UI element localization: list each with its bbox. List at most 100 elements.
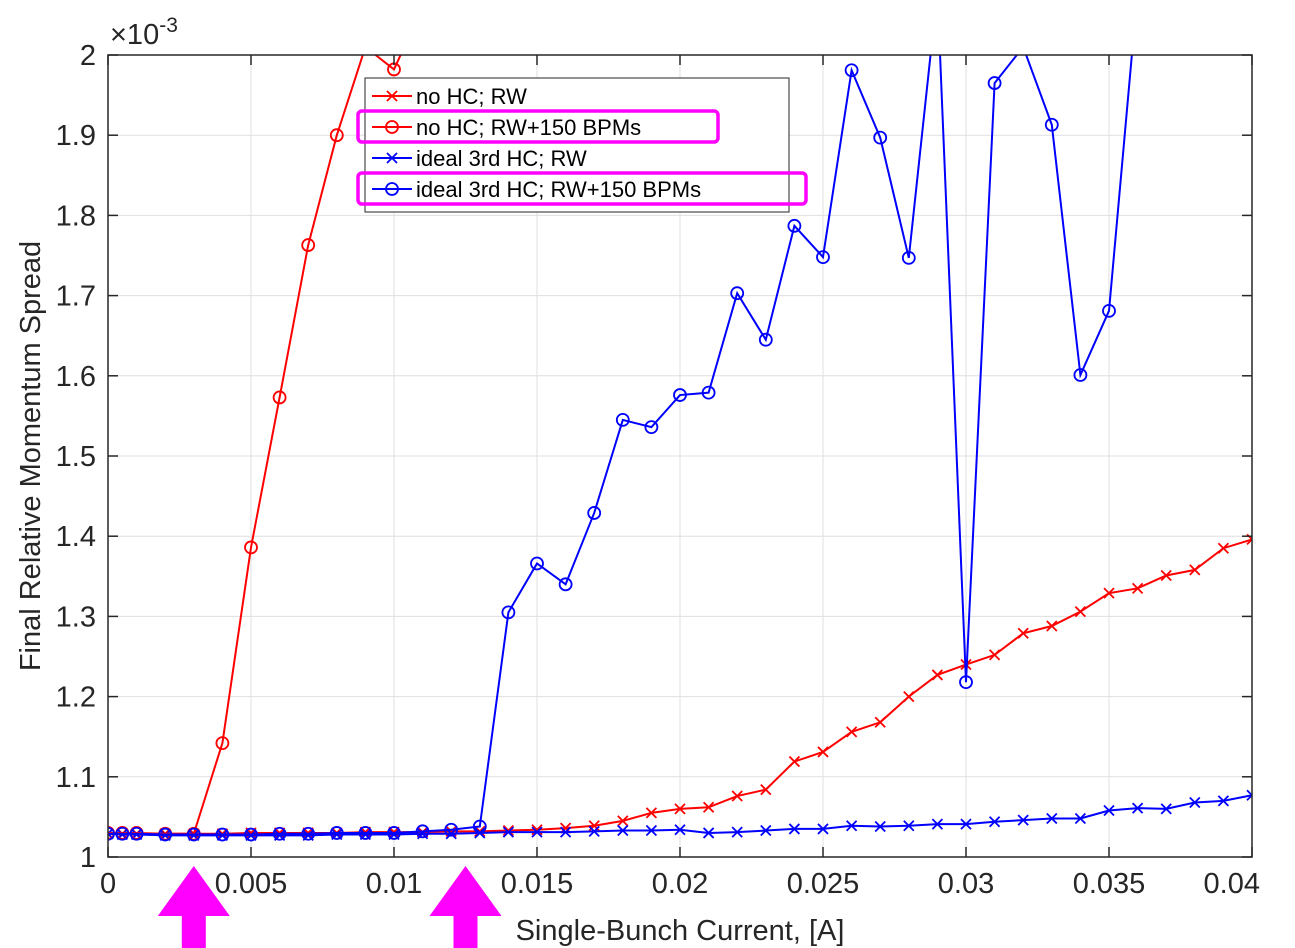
marker-stroke — [474, 825, 486, 837]
y-axis-label: Final Relative Momentum Spread — [15, 241, 47, 671]
marker-stroke — [445, 828, 457, 840]
data-point — [385, 120, 399, 134]
data-point — [1103, 804, 1115, 817]
y-tick-label: 1.4 — [56, 521, 96, 553]
data-point — [1074, 605, 1087, 618]
annotations — [157, 866, 502, 948]
marker-stroke — [1074, 605, 1087, 618]
data-point — [931, 669, 944, 681]
y-tick-label: 1.3 — [56, 601, 96, 633]
y-tick-label: 1.1 — [56, 762, 96, 794]
data-point — [901, 251, 916, 265]
marker-stroke — [1046, 620, 1058, 632]
marker-stroke — [845, 726, 858, 738]
marker-stroke — [931, 669, 944, 681]
data-point — [301, 238, 316, 252]
y-tick-label: 2 — [80, 40, 96, 72]
legend-label: no HC; RW+150 BPMs — [416, 115, 641, 140]
arrow-shape — [157, 866, 230, 948]
highlight-arrow — [157, 866, 230, 948]
data-point — [358, 826, 373, 840]
marker-stroke — [960, 818, 972, 830]
data-point — [702, 801, 715, 813]
data-point — [730, 286, 745, 301]
series-2 — [108, 789, 1252, 841]
data-point — [415, 824, 430, 839]
marker-stroke — [531, 826, 543, 838]
marker-stroke — [617, 815, 629, 827]
data-point — [472, 819, 487, 834]
data-point — [931, 818, 944, 830]
data-point — [244, 827, 258, 842]
marker-stroke — [760, 824, 772, 837]
y-tick-label: 1.5 — [56, 441, 96, 473]
data-point — [530, 556, 544, 571]
marker-stroke — [874, 820, 886, 833]
legend-highlight-box — [356, 109, 720, 144]
data-point — [1017, 627, 1029, 639]
legend-label: ideal 3rd HC; RW — [416, 146, 587, 171]
data-point — [903, 690, 915, 703]
series-3 — [108, 55, 1133, 842]
data-point — [617, 824, 629, 837]
series-line — [108, 55, 1133, 836]
marker-stroke — [559, 826, 572, 838]
data-point — [844, 63, 859, 78]
y-tick-label: 1.6 — [56, 361, 96, 393]
x-tick-label: 0.04 — [1204, 868, 1260, 900]
data-point — [760, 783, 772, 796]
data-point — [385, 182, 399, 196]
data-point — [874, 820, 886, 833]
marker-stroke — [817, 823, 829, 835]
data-point — [215, 827, 230, 842]
data-point — [787, 218, 802, 233]
data-point — [359, 41, 371, 53]
marker-stroke — [788, 823, 801, 835]
data-point — [959, 675, 973, 690]
marker-stroke — [674, 803, 686, 815]
data-point — [1103, 587, 1115, 599]
data-point — [816, 250, 830, 265]
data-point — [158, 827, 173, 842]
data-point — [588, 825, 600, 837]
data-point — [1046, 812, 1058, 825]
data-point — [1217, 542, 1230, 554]
marker-stroke — [502, 826, 515, 838]
data-point — [1160, 569, 1172, 582]
data-point — [615, 413, 630, 427]
data-point — [558, 577, 573, 592]
legend-highlight-box — [356, 171, 808, 206]
data-point — [301, 826, 316, 841]
data-point — [1189, 796, 1201, 809]
marker-stroke — [386, 90, 398, 102]
y-tick-label: 1.9 — [56, 120, 96, 152]
marker-stroke — [1217, 795, 1230, 807]
marker-stroke — [674, 824, 686, 836]
marker-stroke — [502, 824, 515, 837]
marker-stroke — [1189, 796, 1201, 809]
data-point — [644, 420, 659, 435]
marker-stroke — [731, 826, 743, 838]
marker-stroke — [1246, 789, 1252, 797]
marker-stroke — [108, 828, 114, 836]
data-point — [444, 822, 459, 837]
marker-stroke — [645, 824, 658, 837]
data-point — [559, 826, 572, 838]
data-point — [244, 540, 258, 555]
marker-stroke — [702, 827, 715, 839]
data-point — [387, 826, 401, 840]
legend-box — [364, 77, 790, 213]
arrow-shape — [429, 866, 502, 948]
data-point — [1017, 814, 1029, 826]
data-point — [215, 736, 230, 751]
data-point — [186, 827, 201, 842]
x-tick-label: 0.035 — [1073, 868, 1146, 900]
x-tick-label: 0.03 — [938, 868, 994, 900]
data-point — [988, 649, 1001, 661]
marker-stroke — [1017, 814, 1029, 826]
data-point — [1102, 303, 1116, 318]
data-point — [129, 826, 144, 841]
x-tick-label: 0.01 — [366, 868, 422, 900]
marker-stroke — [1046, 812, 1058, 825]
